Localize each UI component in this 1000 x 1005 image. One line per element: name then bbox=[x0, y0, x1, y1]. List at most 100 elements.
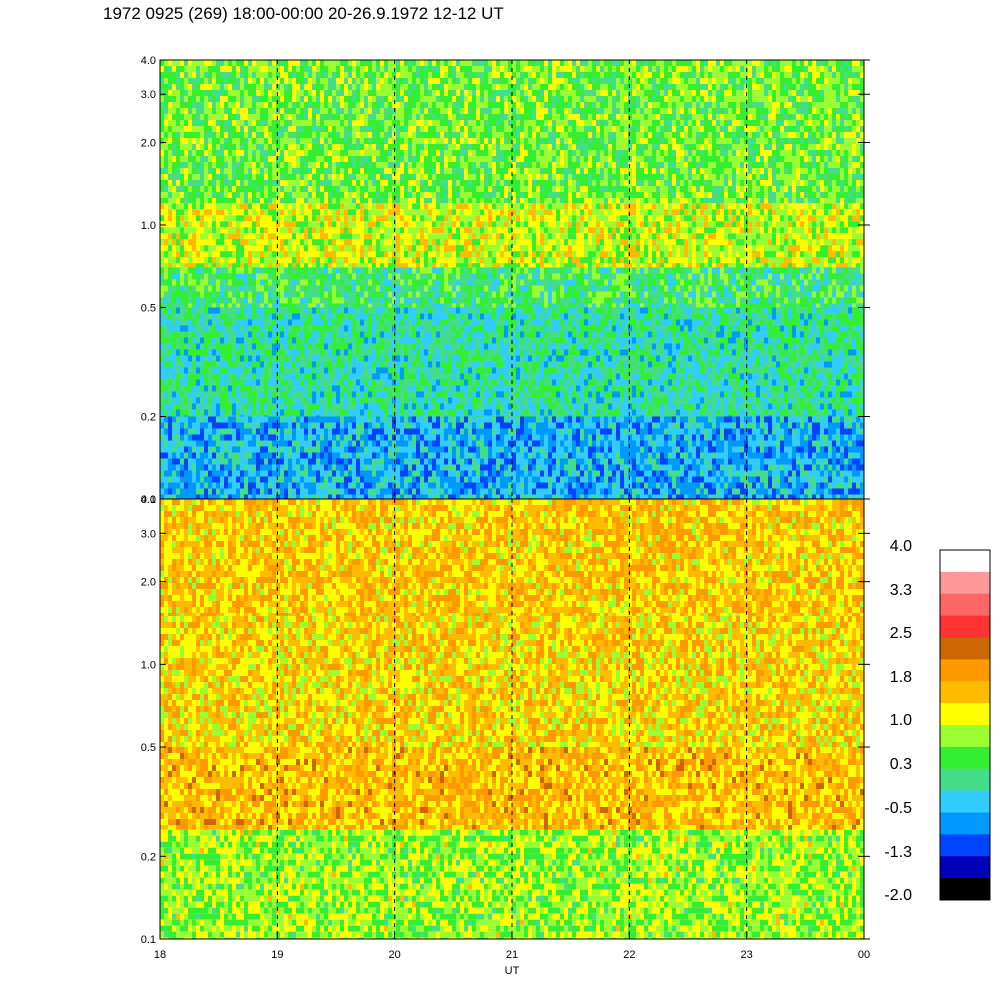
heatmap-cell bbox=[308, 138, 312, 144]
heatmap-cell bbox=[240, 263, 244, 267]
heatmap-cell bbox=[376, 304, 380, 308]
heatmap-cell bbox=[364, 447, 368, 453]
heatmap-cell bbox=[196, 132, 200, 138]
heatmap-cell bbox=[372, 168, 376, 174]
heatmap-cell bbox=[292, 203, 296, 209]
heatmap-cell bbox=[272, 162, 276, 168]
heatmap-cell bbox=[380, 180, 384, 186]
heatmap-cell bbox=[264, 380, 268, 386]
heatmap-cell bbox=[280, 90, 284, 96]
heatmap-cell bbox=[176, 239, 180, 245]
heatmap-cell bbox=[224, 320, 228, 326]
heatmap-cell bbox=[396, 168, 400, 174]
heatmap-cell bbox=[340, 102, 344, 108]
heatmap-cell bbox=[288, 298, 292, 304]
heatmap-cell bbox=[320, 120, 324, 126]
heatmap-cell bbox=[292, 245, 296, 251]
heatmap-cell bbox=[240, 489, 244, 495]
heatmap-cell bbox=[372, 251, 376, 257]
heatmap-cell bbox=[232, 416, 236, 417]
heatmap-cell bbox=[384, 78, 388, 84]
heatmap-cell bbox=[356, 356, 360, 362]
heatmap-cell bbox=[360, 180, 364, 186]
heatmap-cell bbox=[172, 453, 176, 459]
heatmap-cell bbox=[316, 245, 320, 251]
heatmap-cell bbox=[384, 404, 388, 410]
heatmap-cell bbox=[324, 416, 328, 417]
heatmap-cell bbox=[244, 257, 248, 263]
heatmap-cell bbox=[168, 362, 172, 368]
heatmap-cell bbox=[268, 362, 272, 368]
heatmap-cell bbox=[280, 380, 284, 386]
heatmap-cell bbox=[328, 416, 332, 417]
heatmap-cell bbox=[356, 274, 360, 280]
heatmap-cell bbox=[324, 126, 328, 132]
heatmap-cell bbox=[172, 221, 176, 227]
heatmap-cell bbox=[212, 350, 216, 356]
heatmap-cell bbox=[248, 198, 252, 203]
heatmap-cell bbox=[244, 102, 248, 108]
heatmap-cell bbox=[280, 233, 284, 239]
heatmap-cell bbox=[288, 459, 292, 465]
heatmap-cell bbox=[224, 84, 228, 90]
heatmap-cell bbox=[280, 156, 284, 162]
heatmap-cell bbox=[388, 263, 392, 267]
heatmap-cell bbox=[360, 416, 364, 417]
heatmap-cell bbox=[168, 416, 172, 417]
heatmap-cell bbox=[232, 251, 236, 257]
heatmap-cell bbox=[400, 344, 404, 350]
heatmap-cell bbox=[388, 320, 392, 326]
heatmap-cell bbox=[360, 286, 364, 292]
heatmap-cell bbox=[328, 459, 332, 465]
heatmap-cell bbox=[296, 268, 300, 274]
heatmap-cell bbox=[336, 263, 340, 267]
heatmap-cell bbox=[220, 429, 224, 435]
heatmap-cell bbox=[276, 268, 280, 274]
heatmap-cell bbox=[172, 144, 176, 150]
heatmap-cell bbox=[328, 344, 332, 350]
heatmap-cell bbox=[344, 60, 348, 66]
heatmap-cell bbox=[272, 362, 276, 368]
heatmap-cell bbox=[236, 209, 240, 215]
heatmap-cell bbox=[204, 429, 208, 435]
heatmap-cell bbox=[184, 453, 188, 459]
heatmap-cell bbox=[340, 423, 344, 429]
heatmap-cell bbox=[292, 483, 296, 489]
heatmap-cell bbox=[372, 314, 376, 320]
heatmap-cell bbox=[260, 60, 264, 66]
heatmap-cell bbox=[200, 274, 204, 280]
heatmap-cell bbox=[392, 465, 396, 471]
heatmap-cell bbox=[256, 495, 260, 500]
heatmap-cell bbox=[404, 350, 408, 356]
heatmap-cell bbox=[164, 489, 168, 495]
heatmap-cell bbox=[204, 108, 208, 114]
heatmap-cell bbox=[284, 308, 288, 314]
heatmap-cell bbox=[304, 459, 308, 465]
heatmap-cell bbox=[260, 156, 264, 162]
heatmap-cell bbox=[216, 66, 220, 72]
heatmap-cell bbox=[340, 120, 344, 126]
heatmap-cell bbox=[180, 263, 184, 267]
heatmap-cell bbox=[320, 356, 324, 362]
heatmap-cell bbox=[272, 126, 276, 132]
heatmap-cell bbox=[348, 78, 352, 84]
heatmap-cell bbox=[224, 362, 228, 368]
heatmap-cell bbox=[392, 320, 396, 326]
heatmap-cell bbox=[224, 203, 228, 209]
heatmap-cell bbox=[196, 447, 200, 453]
heatmap-cell bbox=[236, 489, 240, 495]
heatmap-cell bbox=[228, 320, 232, 326]
heatmap-cell bbox=[212, 298, 216, 304]
heatmap-cell bbox=[312, 84, 316, 90]
heatmap-cell bbox=[400, 447, 404, 453]
heatmap-cell bbox=[220, 126, 224, 132]
heatmap-cell bbox=[400, 459, 404, 465]
heatmap-cell bbox=[256, 268, 260, 274]
heatmap-cell bbox=[228, 72, 232, 78]
heatmap-cell bbox=[376, 380, 380, 386]
heatmap-cell bbox=[264, 314, 268, 320]
heatmap-cell bbox=[172, 477, 176, 483]
heatmap-cell bbox=[240, 350, 244, 356]
heatmap-cell bbox=[356, 150, 360, 156]
heatmap-cell bbox=[360, 398, 364, 404]
